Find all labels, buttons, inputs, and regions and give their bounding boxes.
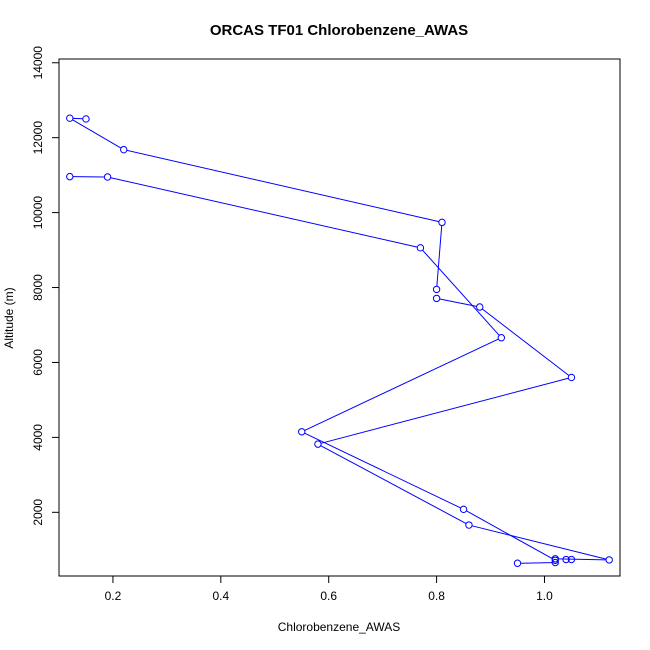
series-segment — [126, 149, 439, 223]
series-segment — [304, 432, 461, 509]
x-tick-label: 0.4 — [212, 589, 229, 603]
data-point — [314, 440, 322, 448]
series-segment — [320, 445, 467, 524]
data-point — [567, 555, 576, 564]
data-point — [476, 303, 484, 311]
series-segment — [72, 119, 122, 149]
series-segment — [422, 249, 500, 336]
data-point — [120, 145, 128, 154]
data-point — [103, 173, 112, 181]
y-tick-label: 4000 — [31, 424, 45, 451]
y-tick-label: 8000 — [31, 274, 45, 301]
data-point — [465, 521, 473, 529]
data-point — [66, 172, 74, 181]
data-point — [567, 373, 576, 382]
x-axis-label: Chlorobenzene_AWAS — [278, 620, 401, 634]
x-tick-label: 0.8 — [428, 589, 445, 603]
data-point — [513, 559, 522, 567]
plot-frame — [58, 58, 621, 577]
data-point — [82, 115, 90, 123]
y-tick-label: 2000 — [31, 499, 45, 526]
x-tick-label: 0.6 — [320, 589, 337, 603]
series-segment — [558, 558, 607, 561]
y-axis-label: Altitude (m) — [2, 287, 16, 348]
series-segment — [320, 377, 569, 444]
data-point — [562, 555, 570, 564]
data-point — [432, 285, 441, 294]
data-point — [66, 114, 74, 122]
series-segment — [471, 525, 607, 560]
y-tick-label: 14000 — [31, 46, 45, 80]
data-point — [432, 294, 441, 303]
x-tick-label: 1.0 — [536, 589, 553, 603]
series-points — [66, 114, 613, 567]
y-tick-label: 6000 — [31, 349, 45, 376]
data-point — [497, 334, 506, 342]
data-point — [605, 556, 613, 564]
data-point — [551, 558, 559, 567]
y-tick-label: 10000 — [31, 196, 45, 230]
data-point — [416, 244, 425, 252]
data-point — [298, 428, 306, 436]
data-point — [438, 218, 446, 227]
series-segment — [520, 562, 553, 564]
series-segment — [110, 177, 418, 248]
x-axis: 0.2 0.4 0.6 0.8 1.0 — [105, 575, 553, 603]
x-tick-label: 0.2 — [105, 589, 122, 603]
data-point — [551, 555, 559, 563]
y-tick-label: 12000 — [31, 121, 45, 155]
series-segment — [436, 225, 443, 287]
y-axis: 2000 4000 6000 8000 10000 12000 14000 — [31, 46, 60, 526]
series-segment — [304, 338, 499, 431]
series-lines — [72, 117, 607, 564]
series-segment — [439, 298, 477, 307]
data-point — [551, 556, 559, 564]
chart-title: ORCAS TF01 Chlorobenzene_AWAS — [210, 22, 468, 39]
series-segment — [466, 510, 553, 560]
series-segment — [481, 308, 570, 376]
data-point — [459, 505, 468, 514]
